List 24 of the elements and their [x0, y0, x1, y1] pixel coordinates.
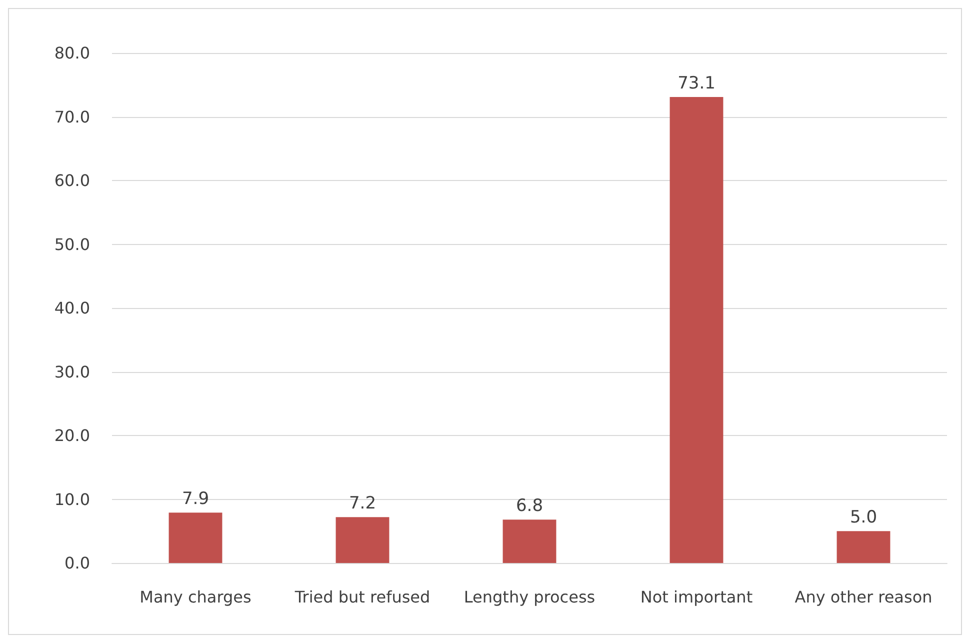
data-label: 6.8 [516, 496, 544, 516]
bar [670, 96, 724, 563]
bar [168, 512, 222, 563]
x-tick-label: Any other reason [794, 588, 932, 606]
y-tick-label: 0.0 [64, 554, 90, 572]
x-tick-label: Many charges [140, 588, 252, 606]
y-tick-label: 60.0 [54, 171, 90, 190]
data-label: 7.9 [182, 489, 210, 510]
data-label: 7.2 [348, 494, 376, 514]
data-label: 5.0 [850, 508, 878, 528]
y-tick-label: 40.0 [54, 298, 90, 318]
y-tick-label: 10.0 [54, 490, 90, 509]
bar [336, 517, 390, 563]
y-tick-label: 50.0 [54, 234, 90, 254]
bar [502, 520, 556, 563]
bar [836, 531, 890, 563]
y-tick-label: 70.0 [54, 107, 90, 126]
y-tick-label: 20.0 [54, 426, 90, 445]
x-tick-label: Tried but refused [294, 588, 430, 606]
x-tick-label: Not important [640, 588, 753, 606]
x-tick-label: Lengthy process [464, 588, 596, 606]
data-label: 73.1 [678, 73, 716, 94]
y-tick-label: 80.0 [54, 44, 90, 62]
y-tick-label: 30.0 [54, 362, 90, 382]
